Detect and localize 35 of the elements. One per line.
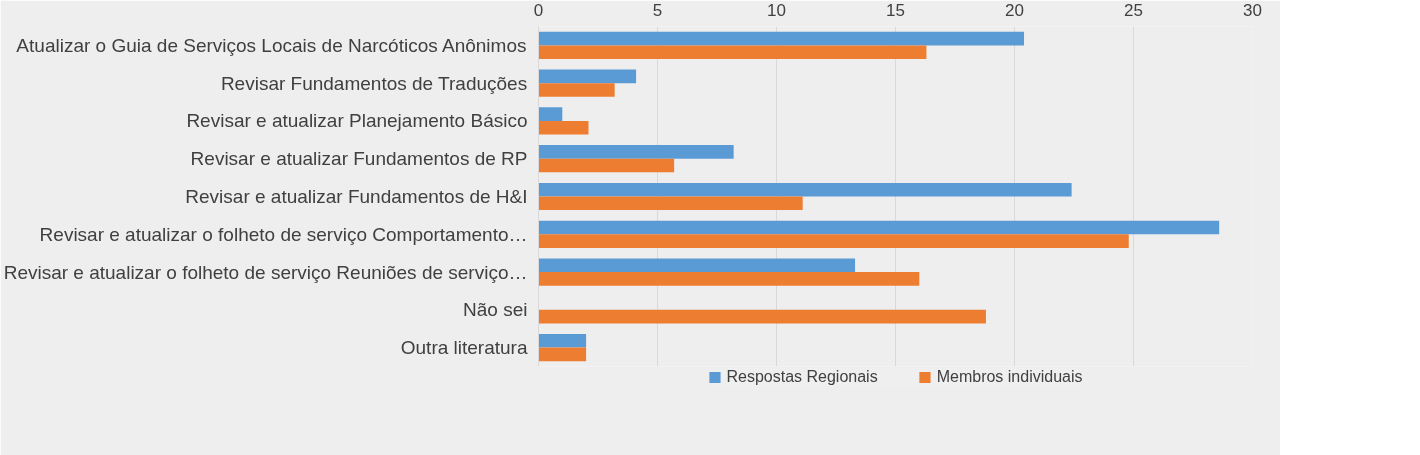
x-tick-label: 20 (1005, 0, 1024, 20)
bar (538, 334, 587, 348)
y-tick-label: Revisar e atualizar o folheto de serviço Comportamento… (39, 223, 528, 245)
bar (538, 196, 803, 211)
bar (538, 83, 615, 97)
x-tick-label: 5 (652, 0, 663, 20)
x-tick-label: 10 (767, 0, 786, 20)
x-tick-label: 0 (533, 0, 544, 20)
bar (538, 309, 986, 324)
y-tick-label: Não sei (463, 299, 528, 321)
y-tick-label: Atualizar o Guia de Serviços Locais de Narcóticos Anônimos (16, 34, 527, 56)
bar (538, 69, 637, 84)
bar (538, 234, 1129, 248)
y-tick-label: Outra literatura (400, 337, 528, 359)
y-tick-label: Revisar e atualizar Planejamento Básico (186, 110, 528, 132)
bar (538, 31, 1025, 46)
bar (538, 145, 734, 159)
bar (538, 220, 1220, 235)
y-tick-label: Revisar e atualizar Fundamentos de RP (190, 148, 528, 170)
bar (538, 158, 675, 173)
bar (538, 45, 927, 59)
x-tick-label: 15 (886, 0, 905, 20)
bar (538, 347, 587, 362)
legend-label: Membros individuais (936, 368, 1083, 386)
y-tick-label: Revisar e atualizar Fundamentos de H&I (185, 186, 528, 207)
bar (538, 272, 920, 286)
legend-label: Respostas Regionais (726, 368, 878, 386)
x-tick-label: 25 (1124, 0, 1143, 20)
bar (538, 107, 563, 121)
y-tick-label: Revisar Fundamentos de Traduções (220, 72, 528, 94)
bar (538, 120, 589, 135)
y-tick-label: Revisar e atualizar o folheto de serviço Reuniões de serviço… (3, 261, 528, 283)
bar (538, 182, 1072, 197)
x-tick-label: 30 (1243, 0, 1262, 20)
bar (538, 258, 856, 273)
